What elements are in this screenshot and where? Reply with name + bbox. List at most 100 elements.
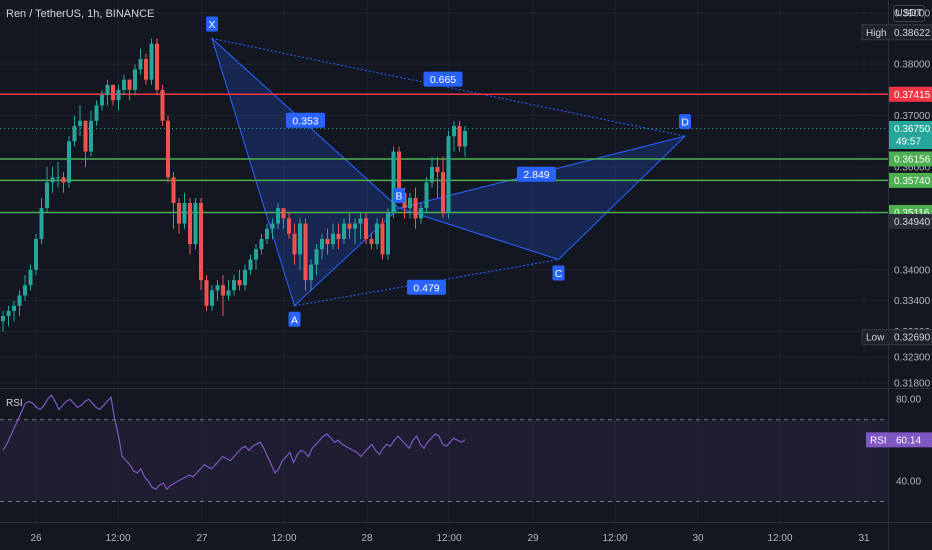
candle-body: [122, 79, 126, 90]
time-tick-label: 27: [196, 533, 208, 544]
candle-body: [375, 223, 379, 245]
candle-body: [89, 120, 93, 152]
candle-body: [430, 167, 434, 183]
candle-body: [138, 59, 143, 70]
candle-body: [188, 202, 192, 245]
candle-body: [199, 202, 203, 281]
pattern-ratio-line: [211, 38, 686, 137]
candle-body: [78, 120, 82, 126]
time-tick-label: 30: [692, 533, 704, 544]
price-tick-label: 0.33400: [894, 296, 931, 307]
candle-body: [298, 223, 302, 255]
level-tag: 0.35740: [894, 176, 931, 187]
pattern-ratio-line: [294, 259, 559, 307]
time-tick-label: 12:00: [271, 533, 296, 544]
candle-body: [380, 223, 385, 255]
candle-body: [325, 238, 330, 245]
candle-body: [116, 89, 121, 101]
candle-body: [419, 208, 423, 219]
candle-body: [83, 120, 88, 152]
candle-body: [12, 305, 16, 311]
price-tag-label: Low: [866, 333, 885, 344]
candle-body: [424, 182, 429, 209]
candle-body: [50, 177, 55, 183]
candle-body: [34, 238, 38, 270]
candle-body: [452, 125, 456, 137]
ratio-label-bg: [407, 279, 446, 295]
candle-body: [56, 177, 60, 179]
candle-body: [347, 223, 352, 229]
last-price-tag: 0.36750: [894, 124, 931, 135]
price-tag-bg: [889, 213, 932, 229]
price-tag-value: 0.38622: [894, 28, 931, 39]
candle-body: [23, 285, 27, 296]
candle-body: [160, 89, 165, 121]
ratio-label: 0.665: [430, 74, 456, 86]
candle-body: [144, 59, 148, 80]
rsi-title: RSI: [6, 398, 23, 409]
candle-body: [193, 202, 198, 245]
level-tag-bg: [889, 172, 932, 188]
candle-body: [221, 285, 225, 296]
candle-body: [254, 249, 258, 260]
price-tag-bg: [861, 24, 932, 41]
candle-body: [342, 223, 346, 239]
time-tick-label: 28: [361, 533, 373, 544]
point-c-label: C: [555, 268, 563, 280]
candle-body: [364, 218, 368, 239]
point-c-label-bg: [552, 265, 565, 281]
price-axis[interactable]: 0.39000 0.38000 0.37000 0.36000 0.34000 0.334…: [861, 8, 932, 488]
candle-body: [67, 141, 71, 183]
candle-body: [457, 125, 462, 147]
point-b-label: B: [395, 191, 402, 203]
candle-body: [463, 131, 467, 147]
candle-body: [265, 228, 269, 239]
candle-body: [320, 238, 324, 250]
candle-body: [435, 167, 440, 173]
price-tick-label: 0.39000: [894, 8, 931, 19]
ratio-label: 2.849: [523, 169, 549, 181]
candle-body: [446, 136, 451, 214]
rsi-band: [0, 419, 888, 502]
ratio-label-bg: [286, 112, 325, 128]
candle-body: [72, 125, 77, 142]
candle-body: [226, 290, 231, 296]
price-tag-value: 0.34940: [894, 217, 931, 228]
candle-body: [232, 280, 236, 291]
currency-button[interactable]: USDT: [893, 5, 925, 22]
level-tag: 0.37415: [894, 90, 931, 101]
candle-body: [6, 310, 11, 317]
countdown-tag: 49:57: [896, 136, 921, 147]
candle-body: [276, 208, 280, 224]
candle-body: [149, 43, 154, 80]
ratio-label-bg: [517, 166, 556, 182]
rsi-tick-label: 80.00: [896, 395, 921, 406]
candle-body: [353, 223, 357, 229]
time-tick-label: 12:00: [602, 533, 627, 544]
point-d-label: D: [681, 117, 689, 129]
price-tick-label: 0.31800: [894, 378, 931, 389]
candle-body: [61, 177, 66, 183]
candle-body: [45, 182, 49, 209]
last-price-tag-bg: [889, 120, 932, 149]
time-axis[interactable]: 26 12:00 27 12:00 28 12:00 29 12:00 30 12:00 31: [30, 533, 870, 544]
level-tag: 0.36156: [894, 155, 931, 166]
candle-body: [243, 269, 247, 286]
candle-body: [281, 208, 286, 219]
candle-body: [259, 238, 264, 250]
rsi-value-tag: 60.14: [896, 435, 921, 446]
candle-body: [248, 259, 253, 270]
candle-body: [111, 84, 115, 101]
time-tick-label: 29: [527, 533, 539, 544]
ratio-label-bg: [423, 71, 463, 87]
price-tick-label: 0.38000: [894, 60, 931, 71]
time-tick-label: 31: [858, 533, 870, 544]
candle-body: [314, 249, 319, 265]
point-x-label-bg: [206, 16, 218, 32]
level-tag-bg: [889, 86, 932, 102]
level-tag-bg: [889, 151, 932, 167]
pattern-labels: X A B C D 0.353 0.665 0.479 2.849: [206, 16, 691, 327]
candle-body: [28, 269, 33, 286]
candle-body: [270, 223, 275, 229]
